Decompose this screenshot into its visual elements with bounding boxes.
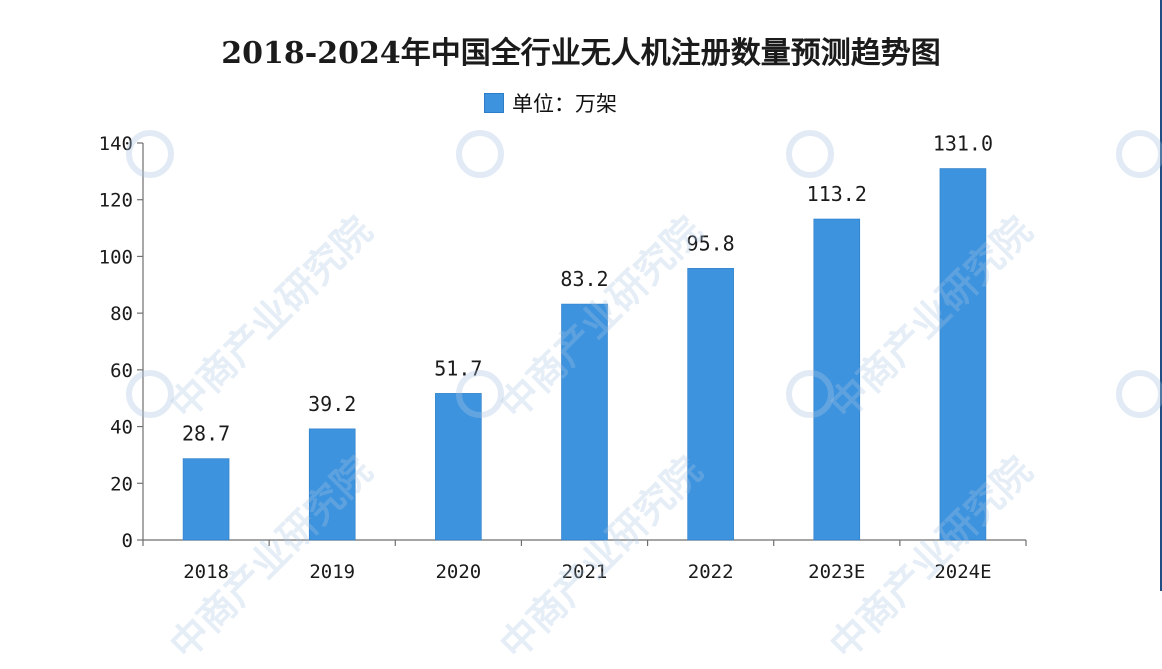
data-label: 83.2 bbox=[560, 267, 608, 291]
y-tick-label: 40 bbox=[110, 417, 133, 439]
x-tick-label: 2019 bbox=[309, 561, 355, 583]
bar bbox=[939, 168, 987, 541]
bar bbox=[561, 303, 608, 541]
data-label: 131.0 bbox=[933, 132, 993, 156]
bar bbox=[182, 458, 230, 541]
bar bbox=[687, 268, 734, 541]
legend-label: 单位：万架 bbox=[512, 92, 617, 116]
legend-swatch bbox=[484, 93, 504, 113]
y-tick-label: 100 bbox=[99, 246, 133, 268]
bar bbox=[308, 428, 356, 541]
chart-title: 2018-2024年中国全行业无人机注册数量预测趋势图 bbox=[221, 36, 941, 71]
data-label: 113.2 bbox=[807, 182, 867, 206]
chart-frame: 2018-2024年中国全行业无人机注册数量预测趋势图 单位：万架 0 20 40 6… bbox=[98, 0, 1162, 668]
data-label: 95.8 bbox=[687, 231, 735, 255]
data-label: 28.7 bbox=[182, 422, 230, 446]
bar-chart: 0 20 40 60 80 100 120 140 2018 2019 2020 2021 2022 20… bbox=[99, 132, 1027, 583]
y-tick-label: 140 bbox=[99, 133, 133, 155]
y-tick-label: 0 bbox=[122, 530, 133, 552]
x-tick-label: 2020 bbox=[435, 561, 481, 583]
data-label: 51.7 bbox=[434, 356, 482, 380]
bar bbox=[435, 393, 482, 541]
y-tick-label: 120 bbox=[99, 190, 133, 212]
y-tick-label: 60 bbox=[110, 360, 133, 382]
chart-labels: 28.7 39.2 51.7 83.2 95.8 113.2 131.0 bbox=[182, 132, 993, 446]
y-tick-label: 20 bbox=[110, 473, 133, 495]
data-label: 39.2 bbox=[308, 392, 356, 416]
x-tick-label: 2023E bbox=[808, 561, 865, 583]
chart-bars bbox=[182, 168, 987, 541]
y-tick-label: 80 bbox=[110, 303, 133, 325]
x-tick-label: 2024E bbox=[934, 561, 991, 583]
x-tick-label: 2022 bbox=[688, 561, 734, 583]
chart-axes: 0 20 40 60 80 100 120 140 2018 2019 2020 2021 2022 20… bbox=[99, 133, 1027, 583]
x-tick-label: 2021 bbox=[562, 561, 608, 583]
right-border bbox=[1160, 0, 1162, 591]
chart-legend: 单位：万架 bbox=[484, 90, 617, 116]
bar bbox=[813, 218, 861, 541]
x-tick-label: 2018 bbox=[183, 561, 229, 583]
